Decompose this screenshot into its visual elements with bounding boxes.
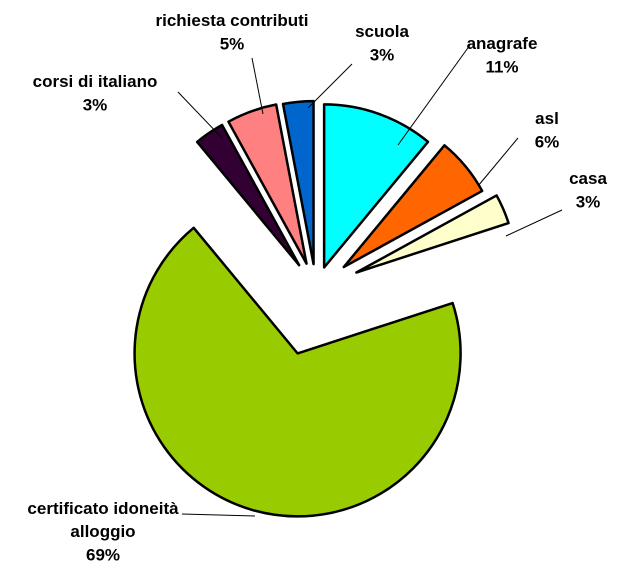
slice-label: casa	[569, 169, 607, 188]
pie-slice	[227, 103, 308, 265]
label-line: casa	[569, 169, 607, 188]
value-label: 6%	[535, 132, 560, 151]
leader-line	[505, 209, 563, 237]
pie-slice	[133, 226, 462, 518]
slice-label: richiesta contributi	[155, 11, 308, 30]
label-line: scuola	[355, 22, 409, 41]
pie-slice	[355, 194, 510, 274]
label-line: certificato idoneità	[27, 499, 179, 518]
value-label: 3%	[576, 192, 601, 211]
pie-slice	[342, 144, 484, 269]
leader-line	[251, 57, 264, 115]
value-label: 3%	[370, 45, 395, 64]
pie-slice	[281, 99, 315, 266]
leader-line	[477, 137, 519, 187]
label-line: asl	[535, 109, 559, 128]
leader-line	[177, 91, 223, 139]
pie-slice	[322, 103, 430, 269]
value-label: 3%	[83, 95, 108, 114]
slice-label: corsi di italiano	[33, 72, 158, 91]
value-label: 69%	[86, 545, 120, 564]
slice-label: asl	[535, 109, 559, 128]
value-label: 5%	[220, 34, 245, 53]
slice-label: scuola	[355, 22, 409, 41]
label-line: anagrafe	[467, 34, 538, 53]
leader-line	[397, 44, 471, 146]
pie-slice	[195, 123, 301, 267]
leader-line	[181, 513, 256, 517]
label-line: richiesta contributi	[155, 11, 308, 30]
value-label: 11%	[485, 57, 518, 76]
label-line: alloggio	[70, 522, 135, 541]
slice-label: anagrafe	[467, 34, 538, 53]
slice-label: certificato idoneità alloggio	[27, 499, 179, 541]
leader-line	[307, 63, 353, 109]
label-line: corsi di italiano	[33, 72, 158, 91]
